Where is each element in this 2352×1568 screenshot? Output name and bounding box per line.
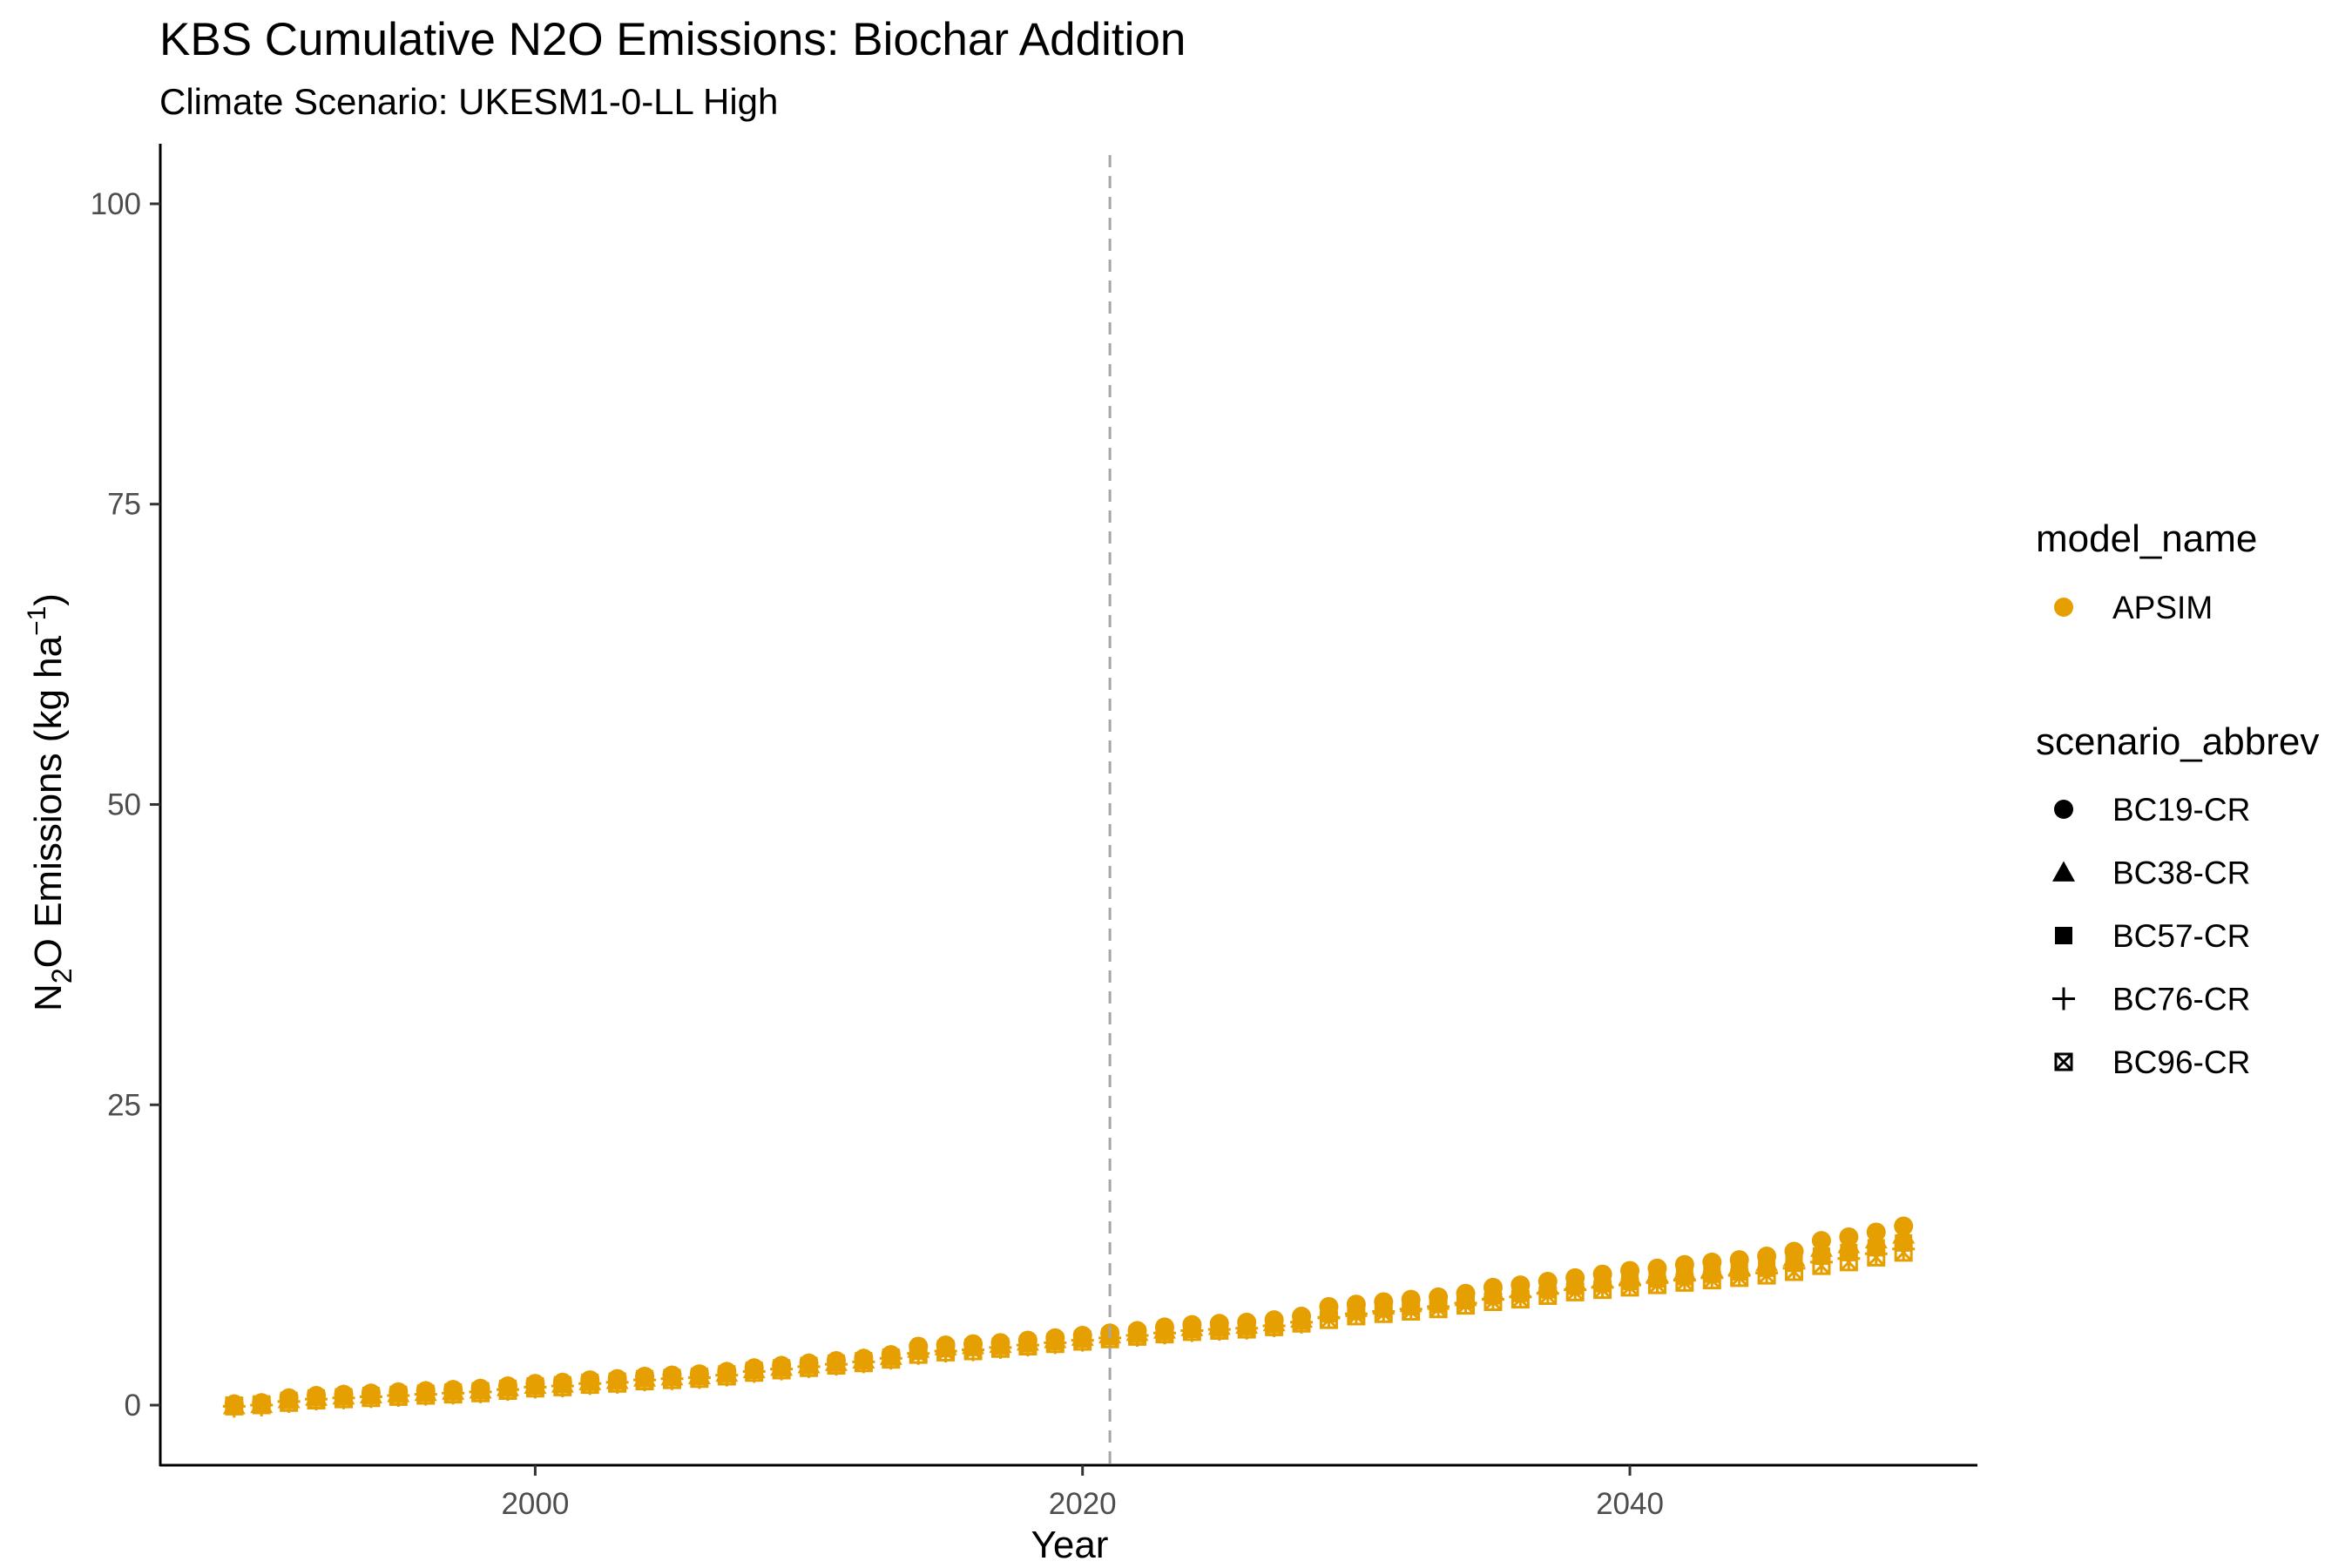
legend-label-bc19-cr: BC19-CR (2112, 792, 2250, 828)
y-tick-label: 25 (107, 1088, 141, 1122)
y-tick-label: 100 (91, 187, 141, 221)
data-point-bc96-cr (1292, 1314, 1311, 1333)
data-point-bc96-cr (936, 1342, 956, 1362)
data-point-bc96-cr (1894, 1243, 1913, 1262)
data-point-bc96-cr (443, 1385, 463, 1404)
legend-color-entries: APSIM (2054, 590, 2213, 625)
data-point-bc96-cr (1265, 1317, 1284, 1336)
chart-subtitle: Climate Scenario: UKESM1-0-LL High (159, 81, 778, 122)
data-point-bc96-cr (1565, 1282, 1585, 1301)
legend-label-bc96-cr: BC96-CR (2112, 1044, 2250, 1080)
data-point-bc96-cr (416, 1386, 436, 1405)
data-points (222, 1216, 1916, 1418)
data-point-bc96-cr (1867, 1247, 1886, 1267)
data-point-bc96-cr (1647, 1275, 1666, 1294)
x-tick-label: 2020 (1049, 1487, 1117, 1521)
data-point-bc96-cr (471, 1383, 490, 1402)
data-point-bc96-cr (1128, 1327, 1147, 1346)
legend-key-bc96-cr (2054, 1052, 2073, 1071)
data-point-bc96-cr (1100, 1329, 1119, 1348)
data-point-bc96-cr (882, 1350, 901, 1369)
data-point-bc96-cr (1155, 1325, 1174, 1344)
legend-label-bc38-cr: BC38-CR (2112, 855, 2250, 891)
data-point-bc96-cr (553, 1377, 572, 1396)
plot-area: 0 25 50 75 100 2000 2020 2040 (91, 144, 1977, 1521)
data-point-bc96-cr (1402, 1301, 1421, 1321)
data-point-bc96-cr (280, 1393, 299, 1412)
legend-key-apsim (2054, 598, 2073, 617)
y-axis-ticks: 0 25 50 75 100 (91, 187, 160, 1423)
legend-color-title: model_name (2036, 517, 2257, 560)
legend-key-bc38-cr (2052, 861, 2075, 882)
data-point-bc96-cr (854, 1354, 873, 1373)
data-point-bc96-cr (827, 1356, 846, 1375)
data-point-bc96-cr (772, 1361, 791, 1380)
y-tick-label: 50 (107, 788, 141, 822)
data-point-bc96-cr (1073, 1332, 1092, 1351)
data-point-bc96-cr (1237, 1320, 1256, 1339)
data-point-bc96-cr (389, 1387, 408, 1406)
data-point-bc96-cr (525, 1379, 544, 1398)
data-point-bc96-cr (1319, 1310, 1338, 1329)
data-point-bc96-cr (1347, 1307, 1366, 1326)
data-point-bc96-cr (1620, 1278, 1639, 1297)
data-point-bc96-cr (362, 1389, 381, 1408)
data-point-bc96-cr (334, 1389, 353, 1409)
data-point-bc96-cr (1785, 1262, 1804, 1281)
data-point-bc96-cr (1538, 1287, 1558, 1306)
data-point-bc96-cr (1045, 1335, 1064, 1354)
data-point-bc96-cr (1730, 1268, 1749, 1288)
data-point-bc96-cr (909, 1345, 928, 1364)
data-point-bc96-cr (690, 1369, 709, 1389)
data-point-bc96-cr (1456, 1296, 1476, 1315)
legend-label-apsim: APSIM (2112, 590, 2213, 625)
x-axis-title: Year (1031, 1524, 1109, 1566)
data-point-bc96-cr (717, 1367, 736, 1386)
legend-key-bc57-cr (2055, 927, 2072, 944)
data-point-bc96-cr (745, 1363, 764, 1382)
data-point-bc96-cr (307, 1391, 326, 1410)
legend-shape-entries: BC19-CR BC38-CR BC57-CR BC76-CR BC96-CR (2052, 792, 2250, 1080)
data-point-bc96-cr (1484, 1292, 1503, 1311)
data-point-bc96-cr (1182, 1322, 1201, 1342)
y-axis-title: N2O Emissions (kg ha−1) (23, 593, 78, 1011)
data-point-bc96-cr (1210, 1321, 1229, 1341)
data-point-bc96-cr (635, 1371, 654, 1390)
data-point-bc96-cr (1374, 1304, 1393, 1323)
y-tick-label: 75 (107, 488, 141, 522)
legend-key-bc76-cr (2052, 987, 2075, 1010)
x-tick-label: 2040 (1596, 1487, 1664, 1521)
data-point-bc96-cr (990, 1339, 1010, 1358)
data-point-bc96-cr (1675, 1273, 1694, 1292)
data-point-bc96-cr (1018, 1336, 1037, 1355)
data-point-bc96-cr (225, 1396, 244, 1416)
data-point-bc96-cr (1839, 1253, 1858, 1272)
data-point-bc96-cr (580, 1375, 599, 1395)
data-point-bc96-cr (800, 1358, 819, 1377)
x-tick-label: 2000 (501, 1487, 569, 1521)
legend-label-bc76-cr: BC76-CR (2112, 982, 2250, 1017)
data-point-bc96-cr (1511, 1290, 1530, 1309)
data-point-bc96-cr (1593, 1281, 1612, 1300)
data-point-bc96-cr (662, 1370, 681, 1389)
data-point-bc96-cr (1757, 1266, 1776, 1285)
data-point-bc96-cr (1812, 1256, 1831, 1275)
legend-label-bc57-cr: BC57-CR (2112, 918, 2250, 954)
y-tick-label: 0 (125, 1389, 141, 1423)
data-point-bc96-cr (963, 1342, 983, 1361)
legend-key-bc19-cr (2054, 800, 2073, 819)
legend: model_name scenario_abbrev APSIM BC19-CR… (2036, 517, 2319, 1080)
data-point-bc96-cr (252, 1396, 271, 1415)
data-point-bc96-cr (1702, 1271, 1721, 1290)
data-point-bc96-cr (1429, 1300, 1448, 1319)
data-point-bc96-cr (498, 1382, 517, 1400)
x-axis-ticks: 2000 2020 2040 (501, 1465, 1664, 1521)
chart-title: KBS Cumulative N2O Emissions: Biochar Ad… (159, 14, 1186, 65)
data-point-bc96-cr (608, 1374, 627, 1393)
legend-shape-title: scenario_abbrev (2036, 720, 2319, 763)
